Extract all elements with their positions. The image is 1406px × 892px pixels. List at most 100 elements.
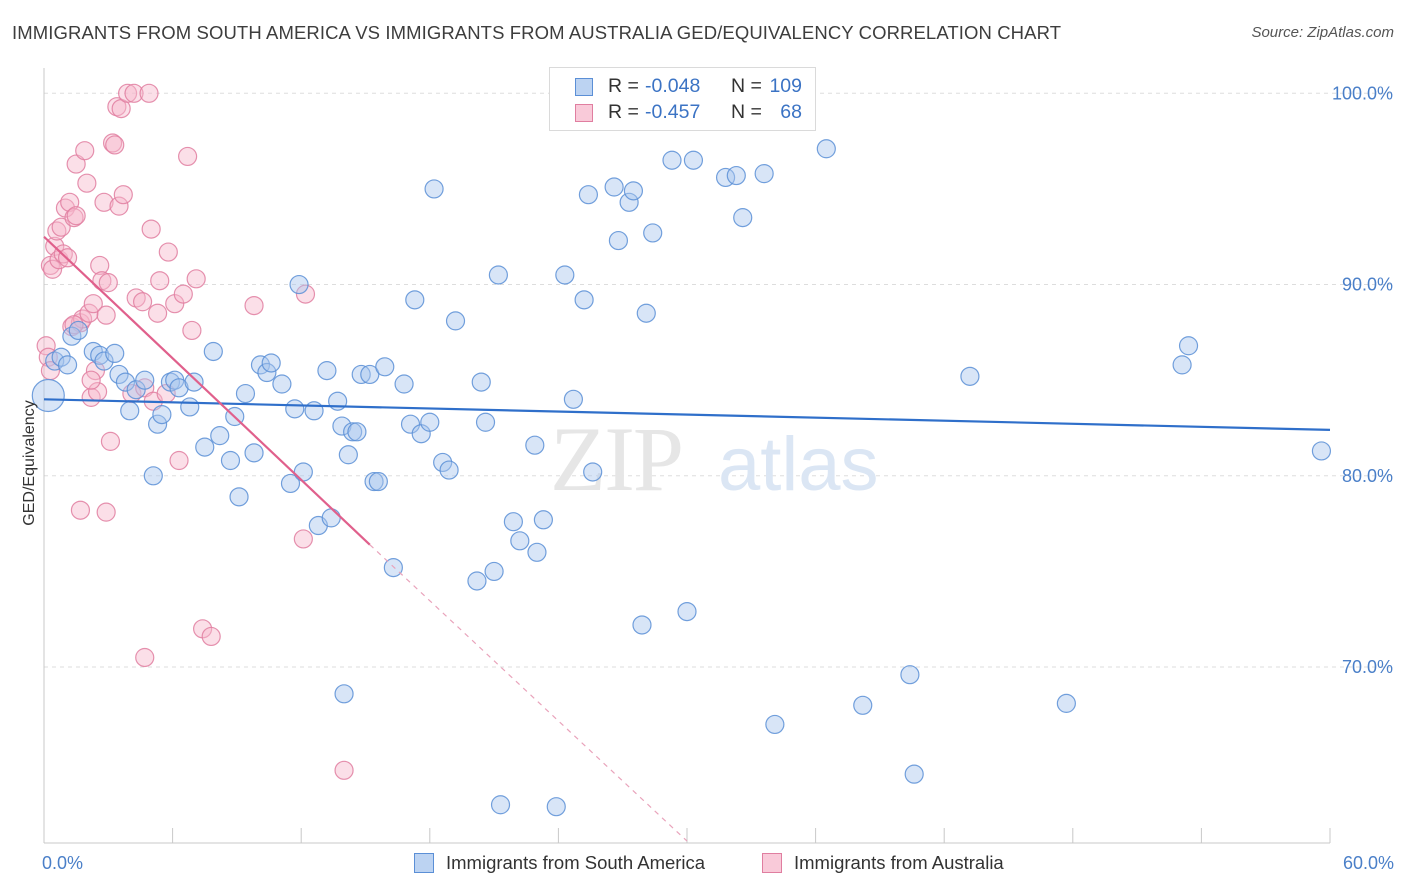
pink-point (98, 273, 118, 293)
blue-point (57, 355, 78, 375)
blue-point (439, 460, 459, 480)
legend-r-value-blue: -0.048 (645, 75, 701, 97)
pink-trend-extension (369, 544, 688, 842)
blue-point (400, 414, 421, 434)
blue-point (445, 311, 466, 331)
blue-point (424, 179, 444, 199)
pink-point (94, 192, 114, 212)
trend-lines (43, 235, 1331, 842)
pink-point (96, 502, 116, 522)
blue-point (364, 471, 384, 492)
blue-point (525, 435, 545, 455)
blue-point (321, 508, 341, 528)
blue-point (394, 374, 414, 394)
blue-point (510, 531, 530, 551)
blue-point (853, 695, 873, 715)
pink-point (178, 146, 198, 167)
blue-point (334, 684, 354, 704)
x-tick-label: 0.0% (42, 853, 83, 873)
blue-point (31, 378, 65, 413)
blue-point (733, 208, 753, 228)
blue-point (360, 364, 380, 385)
y-tick-label: 100.0% (1332, 83, 1393, 103)
pink-point (113, 185, 133, 205)
blue-point (115, 372, 136, 392)
y-tick-label: 70.0% (1342, 657, 1393, 677)
blue-point (220, 450, 241, 471)
pink-point (201, 626, 221, 647)
blue-point (604, 177, 624, 197)
blue-point (368, 471, 388, 492)
blue-point (533, 510, 553, 530)
pink-point (147, 303, 168, 323)
series-label-pink: Immigrants from Australia (794, 852, 1004, 873)
pink-point (141, 219, 161, 239)
legend-swatch-pink (575, 104, 593, 122)
pink-point (51, 217, 71, 237)
blue-point (555, 265, 575, 285)
blue-point (960, 366, 980, 386)
blue-point (152, 405, 172, 425)
blue-point (105, 343, 125, 363)
blue-point (180, 397, 200, 417)
blue-point (203, 341, 223, 362)
legend-swatch-blue (575, 78, 593, 96)
blue-point (304, 401, 324, 421)
series-legend: Immigrants from South America Immigrants… (0, 852, 1406, 878)
series-swatch-pink (762, 853, 782, 873)
blue-point (184, 372, 204, 392)
chart-title: IMMIGRANTS FROM SOUTH AMERICA VS IMMIGRA… (12, 22, 1062, 43)
blue-point (433, 452, 453, 473)
blue-point (608, 230, 629, 251)
pink-point (132, 292, 153, 312)
blue-point (293, 462, 313, 482)
pink-point (105, 135, 125, 155)
pink-point (42, 259, 63, 279)
pink-point (173, 284, 193, 304)
blue-point (244, 443, 264, 463)
watermark-atlas: atlas (718, 422, 879, 507)
blue-point (272, 374, 292, 394)
blue-point (632, 615, 652, 635)
blue-point (1178, 336, 1199, 356)
blue-point (623, 181, 644, 201)
legend-row-pink: R = -0.457 N = 68 (550, 100, 815, 126)
blue-point (1172, 355, 1192, 375)
pink-point (139, 83, 159, 103)
blue-point (1056, 693, 1076, 713)
blue-point (471, 372, 491, 392)
pink-point (158, 242, 178, 262)
pink-point (70, 500, 91, 520)
y-axis-title: GED/Equivalency (21, 400, 38, 525)
blue-point (488, 265, 508, 285)
blue-point (51, 347, 71, 367)
y-tick-label: 90.0% (1342, 275, 1393, 295)
blue-point (904, 764, 924, 784)
legend-n-value-pink: 68 (780, 101, 802, 123)
blue-point (1311, 441, 1332, 461)
legend-n-label: N = (731, 101, 762, 123)
pink-point (66, 154, 86, 174)
blue-point (643, 223, 663, 243)
blue-point (574, 290, 594, 310)
pink-point (100, 431, 121, 451)
blue-point (900, 665, 920, 685)
correlation-legend: R = -0.048 N = 109 R = -0.457 N = 68 (549, 67, 816, 131)
blue-point (261, 353, 281, 373)
blue-point (347, 422, 367, 442)
pink-point (150, 271, 170, 291)
blue-point (683, 150, 704, 170)
blue-point (490, 795, 511, 815)
pink-point (96, 305, 116, 325)
blue-point (816, 139, 836, 159)
axis-labels: 100.0% 90.0% 80.0% 70.0% 0.0% 60.0% GED/Equiva… (21, 83, 1394, 873)
blue-point (527, 542, 547, 562)
watermark-zip: ZIP (550, 408, 682, 510)
blue-point (662, 150, 682, 170)
pink-point (182, 320, 202, 341)
legend-n-value-blue: 109 (769, 75, 802, 97)
pink-point (169, 450, 189, 471)
blue-trend-line (43, 398, 1331, 431)
pink-point (77, 173, 97, 193)
